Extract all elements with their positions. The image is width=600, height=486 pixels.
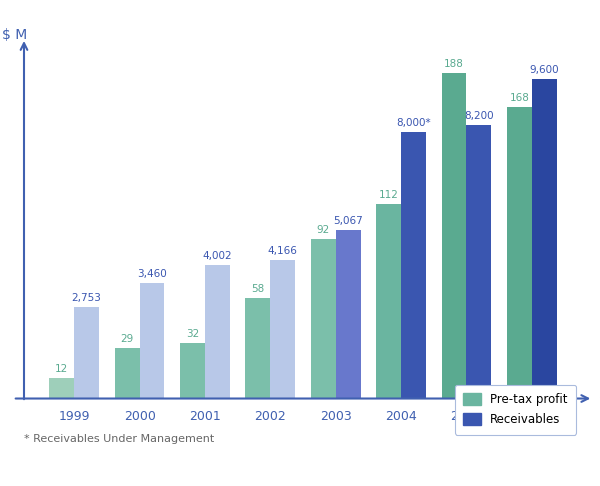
Bar	[532, 79, 557, 399]
Bar	[442, 73, 466, 399]
Bar	[49, 378, 74, 399]
Bar	[180, 343, 205, 399]
Legend: Pre-tax profit, Receivables: Pre-tax profit, Receivables	[455, 385, 576, 434]
Text: 4,166: 4,166	[268, 246, 298, 256]
Bar	[376, 205, 401, 399]
Text: 168: 168	[509, 93, 529, 104]
Text: 5,067: 5,067	[333, 216, 363, 226]
Text: 4,002: 4,002	[203, 251, 232, 261]
Text: YEAR: YEAR	[599, 396, 600, 409]
Bar	[507, 107, 532, 399]
Bar	[401, 132, 426, 399]
Bar	[311, 239, 335, 399]
Text: 2,753: 2,753	[71, 293, 101, 303]
Text: 92: 92	[317, 225, 330, 235]
Text: 8,000*: 8,000*	[396, 118, 431, 128]
Bar	[466, 125, 491, 399]
Text: 32: 32	[186, 329, 199, 339]
Bar	[245, 298, 271, 399]
Text: 58: 58	[251, 284, 265, 294]
Text: 29: 29	[121, 334, 134, 344]
Text: 3,460: 3,460	[137, 269, 167, 279]
Bar	[205, 265, 230, 399]
Text: 8,200: 8,200	[464, 111, 494, 121]
Text: * Receivables Under Management: * Receivables Under Management	[24, 434, 214, 444]
Text: 9,600: 9,600	[529, 65, 559, 74]
Text: 188: 188	[444, 59, 464, 69]
Bar	[74, 307, 99, 399]
Bar	[140, 283, 164, 399]
Text: $ M: $ M	[2, 28, 27, 42]
Text: 12: 12	[55, 364, 68, 374]
Text: 112: 112	[379, 191, 398, 200]
Bar	[115, 348, 140, 399]
Bar	[271, 260, 295, 399]
Bar	[335, 230, 361, 399]
